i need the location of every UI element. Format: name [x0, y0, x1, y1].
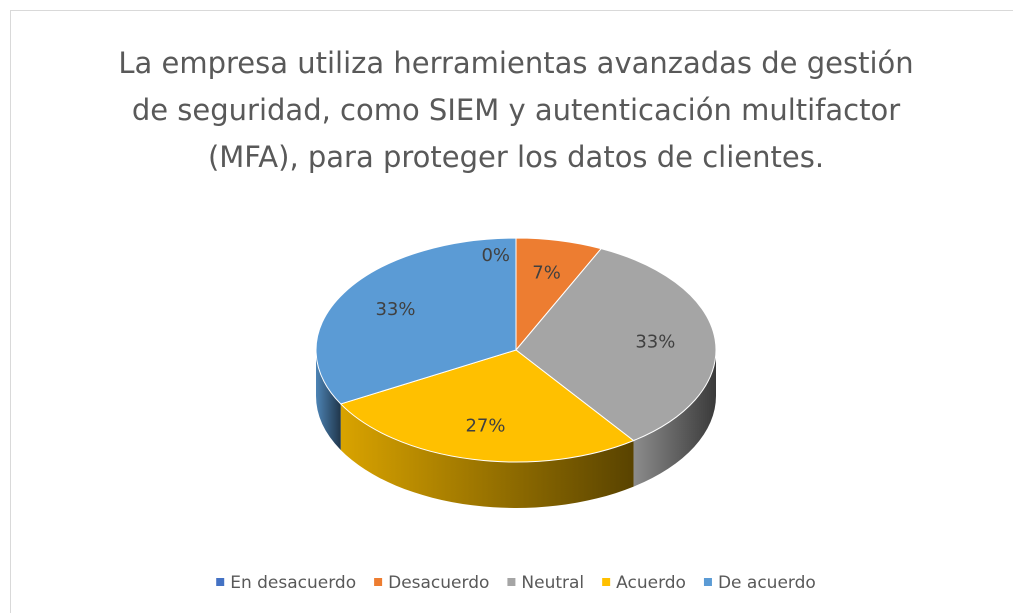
legend-swatch	[703, 578, 712, 586]
data-label: 0%	[481, 245, 510, 266]
chart-title: La empresa utiliza herramientas avanzada…	[118, 46, 914, 174]
data-label: 27%	[465, 416, 505, 437]
legend-label: En desacuerdo	[230, 573, 356, 593]
data-label: 33%	[375, 299, 415, 320]
legend-swatch	[374, 578, 383, 586]
legend-swatch	[507, 578, 516, 586]
pie-slice	[315, 237, 517, 405]
pie-slice-side	[340, 403, 634, 508]
pie-slice	[339, 349, 635, 463]
pie-slice-side	[316, 350, 341, 450]
legend-label: Desacuerdo	[388, 573, 489, 593]
legend-label: Acuerdo	[616, 573, 686, 593]
legend-swatch	[216, 578, 225, 586]
pie-slice	[515, 248, 717, 442]
data-label: 33%	[635, 332, 675, 353]
legend-label: Neutral	[521, 573, 584, 593]
data-label: 7%	[532, 262, 561, 283]
legend-swatch	[602, 578, 611, 586]
legend-label: De acuerdo	[718, 573, 816, 593]
